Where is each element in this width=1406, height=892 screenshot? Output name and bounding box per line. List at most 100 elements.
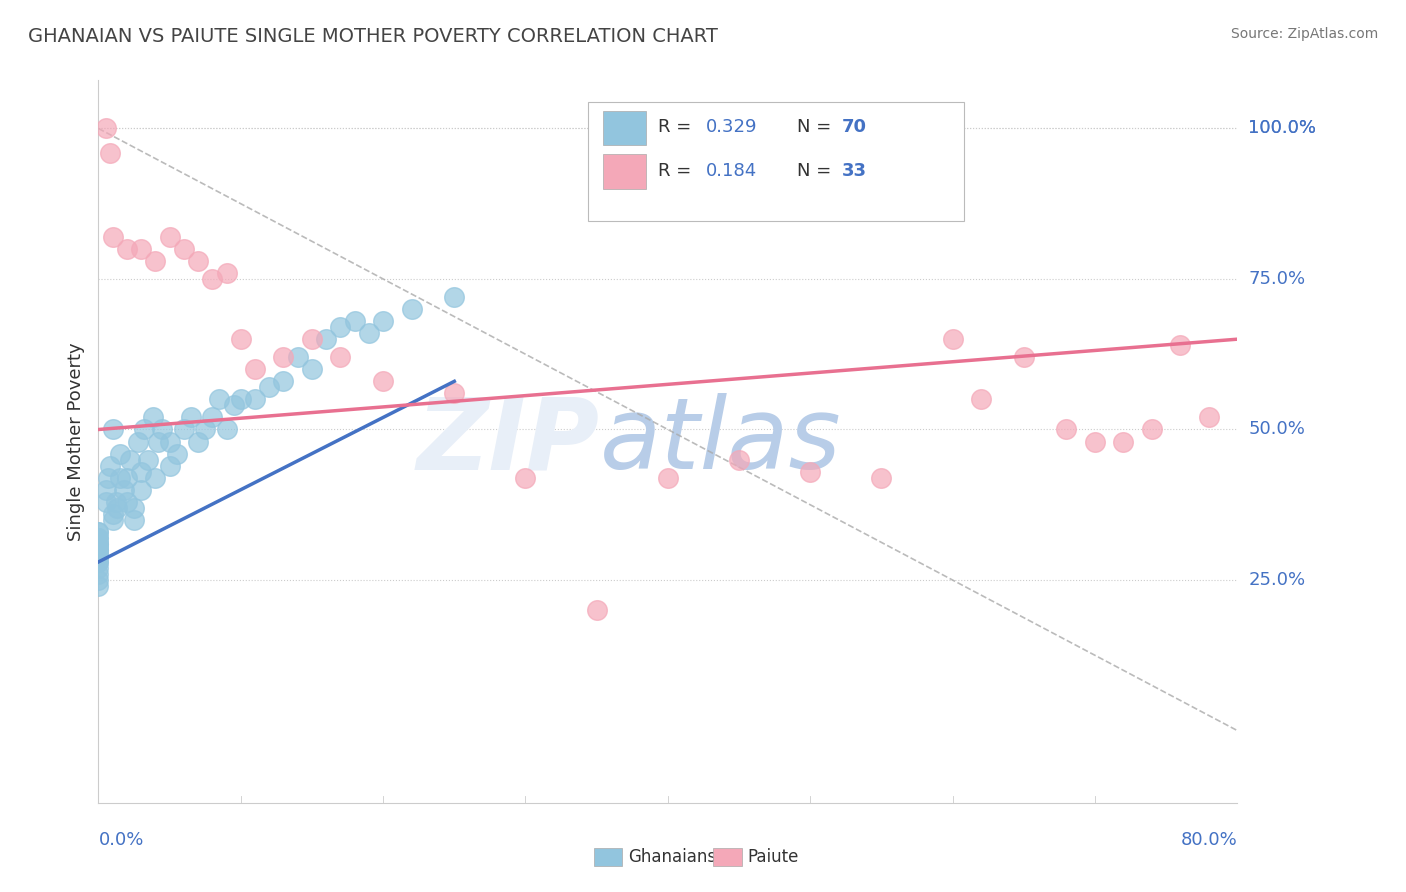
Point (273, 350, 295, 364)
Point (87, 549, 110, 563)
Bar (713, 847, 742, 865)
Text: 0.184: 0.184 (706, 161, 756, 179)
Point (243, 362, 266, 376)
Point (373, 375, 395, 389)
Text: 70: 70 (842, 119, 868, 136)
Point (1170, 338, 1192, 352)
Point (129, 242, 152, 256)
Point (273, 375, 295, 389)
Point (87, 542, 110, 557)
Point (1112, 434, 1135, 449)
Text: N =: N = (797, 161, 837, 179)
Point (129, 465, 152, 479)
Point (329, 320, 352, 334)
Point (115, 242, 138, 256)
Text: 50.0%: 50.0% (1249, 420, 1305, 439)
Point (94, 121, 117, 136)
Point (173, 423, 195, 437)
Bar (593, 847, 623, 865)
Point (259, 380, 281, 394)
Text: atlas: atlas (599, 393, 841, 490)
Point (141, 410, 163, 425)
Point (108, 471, 131, 485)
Point (87, 537, 110, 551)
Point (108, 446, 131, 460)
Text: R =: R = (658, 119, 696, 136)
Point (315, 332, 337, 346)
Point (87, 549, 110, 563)
Y-axis label: Single Mother Poverty: Single Mother Poverty (66, 343, 84, 541)
Point (101, 513, 124, 527)
Point (159, 458, 181, 473)
Point (870, 471, 893, 485)
Point (728, 452, 751, 467)
Point (145, 253, 167, 268)
Point (159, 434, 181, 449)
Text: 75.0%: 75.0% (1249, 270, 1306, 288)
Text: ZIP: ZIP (416, 393, 599, 490)
Point (243, 392, 266, 407)
Text: 100.0%: 100.0% (1249, 120, 1316, 137)
Point (94, 494, 117, 508)
Point (301, 332, 323, 346)
Text: 80.0%: 80.0% (1181, 830, 1237, 848)
Point (136, 452, 159, 467)
Text: GHANAIAN VS PAIUTE SINGLE MOTHER POVERTY CORRELATION CHART: GHANAIAN VS PAIUTE SINGLE MOTHER POVERTY… (28, 27, 718, 45)
Point (122, 513, 145, 527)
Point (87, 555, 110, 569)
Point (229, 332, 252, 346)
Point (443, 290, 465, 304)
Point (87, 531, 110, 545)
Bar (603, 154, 647, 189)
Point (87, 537, 110, 551)
Point (132, 423, 155, 437)
Point (799, 465, 821, 479)
Text: Ghanaians: Ghanaians (628, 848, 716, 866)
Point (87, 524, 110, 539)
Bar (603, 111, 647, 145)
Point (180, 410, 202, 425)
Point (129, 483, 152, 497)
Point (194, 423, 217, 437)
Point (329, 350, 352, 364)
Point (87, 524, 110, 539)
Point (585, 603, 607, 617)
Point (87, 579, 110, 593)
Point (105, 500, 128, 515)
Text: Paiute: Paiute (748, 848, 799, 866)
Point (97, 471, 120, 485)
Text: 25.0%: 25.0% (1249, 571, 1306, 589)
Point (94, 483, 117, 497)
Text: Source: ZipAtlas.com: Source: ZipAtlas.com (1230, 27, 1378, 41)
Text: N =: N = (797, 119, 837, 136)
Point (166, 446, 188, 460)
Point (1012, 350, 1035, 364)
Point (87, 531, 110, 545)
Point (115, 494, 138, 508)
Point (159, 230, 181, 244)
Point (201, 272, 224, 286)
Point (208, 392, 231, 407)
Point (1140, 423, 1163, 437)
Point (152, 423, 174, 437)
Text: 100.0%: 100.0% (1249, 120, 1316, 137)
Point (112, 483, 135, 497)
Point (942, 332, 965, 346)
Point (87, 542, 110, 557)
Point (87, 561, 110, 575)
Point (87, 549, 110, 563)
FancyBboxPatch shape (588, 102, 965, 221)
Point (373, 314, 395, 328)
Point (145, 471, 167, 485)
Point (87, 573, 110, 587)
Text: R =: R = (658, 161, 696, 179)
Point (215, 423, 238, 437)
Point (118, 452, 141, 467)
Point (187, 253, 209, 268)
Point (443, 386, 465, 401)
Point (287, 350, 309, 364)
Text: 0.0%: 0.0% (98, 830, 143, 848)
Point (115, 471, 138, 485)
Point (98, 458, 121, 473)
Point (343, 314, 366, 328)
